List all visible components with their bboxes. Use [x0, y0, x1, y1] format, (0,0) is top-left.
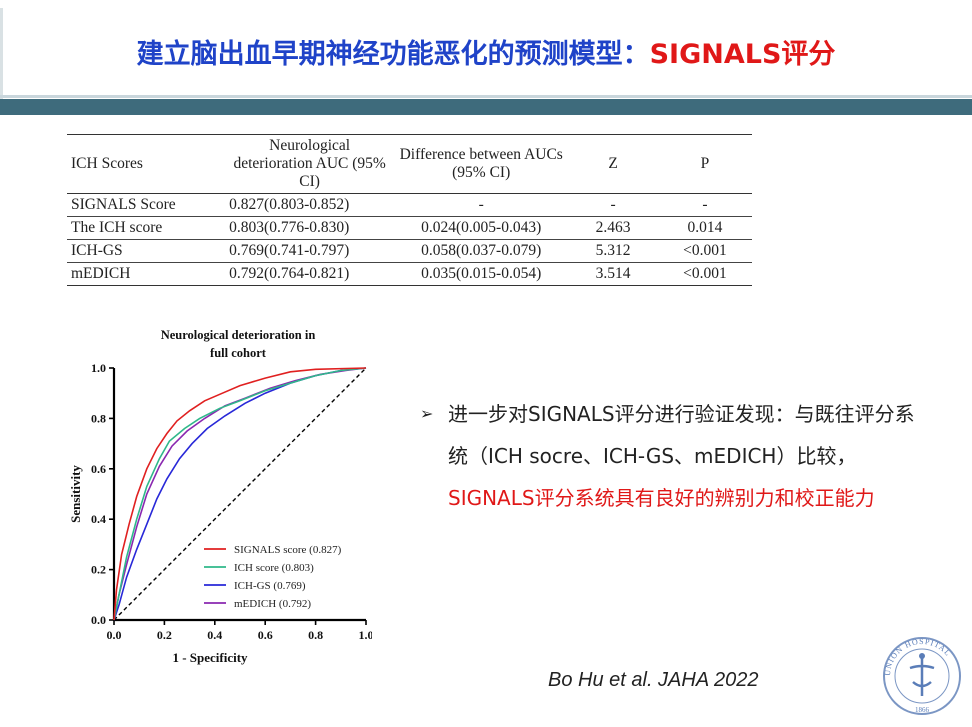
x-tick-label: 0.8 — [308, 628, 323, 642]
table-cell: 0.058(0.037-0.079) — [421, 242, 542, 259]
table-cell: 0.769(0.741-0.797) — [229, 242, 350, 259]
table-cell: <0.001 — [683, 242, 727, 259]
table-cell: 0.803(0.776-0.830) — [229, 219, 350, 236]
table-cell: The ICH score — [71, 219, 163, 236]
arrow-bullet-icon: ➢ — [420, 404, 434, 423]
x-tick-label: 0.4 — [207, 628, 222, 642]
y-tick-label: 0.6 — [91, 462, 106, 476]
roc-curve-signals — [113, 367, 367, 621]
table-cell: 0.014 — [687, 219, 723, 236]
logo-year: 1866 — [915, 706, 930, 714]
legend-label: SIGNALS score (0.827) — [234, 544, 342, 556]
table-cell: - — [610, 196, 616, 213]
slide-title: 建立脑出血早期神经功能恶化的预测模型：SIGNALS评分 — [0, 32, 972, 71]
y-tick-label: 1.0 — [91, 361, 106, 375]
hospital-logo-icon: UNION HOSPITAL 1866 — [883, 637, 961, 715]
reference-diagonal-line — [113, 367, 367, 621]
logo-text: UNION HOSPITAL — [883, 637, 952, 676]
decor-left-line — [0, 8, 3, 100]
y-axis-label: Sensitivity — [68, 465, 83, 523]
table-header: Z — [608, 155, 618, 172]
chart-title: full cohort — [210, 346, 267, 360]
y-tick-label: 0.4 — [91, 512, 106, 526]
roc-chart: Neurological deterioration in full cohort… — [68, 328, 373, 665]
title-highlight: SIGNALS评分 — [649, 39, 836, 70]
title-main: 建立脑出血早期神经功能恶化的预测模型： — [136, 39, 650, 70]
table-row: mEDICH 0.792(0.764-0.821) 0.035(0.015-0.… — [67, 263, 752, 286]
bullet-text-main: 进一步对SIGNALS评分进行验证发现：与既往评分系统（ICH socre、IC… — [448, 402, 915, 468]
svg-text:UNION HOSPITAL: UNION HOSPITAL — [883, 637, 953, 676]
table-cell: - — [702, 196, 708, 213]
header-band — [0, 99, 972, 115]
y-tick-label: 0.0 — [91, 613, 106, 627]
table-row: ICH-GS 0.769(0.741-0.797) 0.058(0.037-0.… — [67, 240, 752, 263]
x-axis-label: 1 - Specificity — [172, 650, 248, 665]
legend-label: ICH score (0.803) — [234, 562, 314, 574]
y-tick-label: 0.2 — [91, 563, 106, 577]
x-tick-label: 0.6 — [258, 628, 273, 642]
table-cell: 0.792(0.764-0.821) — [229, 265, 350, 282]
auc-comparison-table: ICH Scores Neurological deterioration AU… — [67, 134, 752, 286]
table-header-row: ICH Scores Neurological deterioration AU… — [67, 134, 752, 194]
table-header: ICH Scores — [71, 155, 143, 172]
header-thin-band — [0, 95, 972, 98]
table-cell: 0.827(0.803-0.852) — [229, 196, 350, 213]
table-cell: 0.035(0.015-0.054) — [421, 265, 542, 282]
table-cell: 0.024(0.005-0.043) — [421, 219, 542, 236]
table-cell: 2.463 — [595, 219, 631, 236]
table-cell: 5.312 — [595, 242, 631, 259]
bullet-text-highlight: SIGNALS评分系统具有良好的辨别力和校正能力 — [448, 486, 875, 510]
table-header: Neurological deterioration AUC (95% CI) — [233, 137, 386, 190]
citation: Bo Hu et al. JAHA 2022 — [548, 669, 759, 691]
y-tick-label: 0.8 — [91, 411, 106, 425]
x-tick-label: 0.0 — [107, 628, 122, 642]
table-cell: 3.514 — [595, 265, 631, 282]
table-cell: mEDICH — [71, 265, 131, 282]
bullet-text: 进一步对SIGNALS评分进行验证发现：与既往评分系统（ICH socre、IC… — [448, 393, 928, 519]
table-row: SIGNALS Score 0.827(0.803-0.852) - - - — [67, 194, 752, 217]
table-cell: ICH-GS — [71, 242, 123, 259]
legend-label: mEDICH (0.792) — [234, 598, 311, 610]
legend-label: ICH-GS (0.769) — [234, 580, 306, 592]
chart-title: Neurological deterioration in — [161, 328, 316, 342]
table-cell: <0.001 — [683, 265, 727, 282]
table-row: The ICH score 0.803(0.776-0.830) 0.024(0… — [67, 217, 752, 240]
roc-curve-ich — [113, 367, 367, 621]
table-header: P — [700, 155, 710, 172]
x-tick-label: 1.0 — [359, 628, 373, 642]
table-cell: SIGNALS Score — [71, 196, 176, 213]
table-header: Difference between AUCs (95% CI) — [399, 146, 563, 181]
x-tick-label: 0.2 — [157, 628, 172, 642]
table-cell: - — [478, 196, 484, 213]
